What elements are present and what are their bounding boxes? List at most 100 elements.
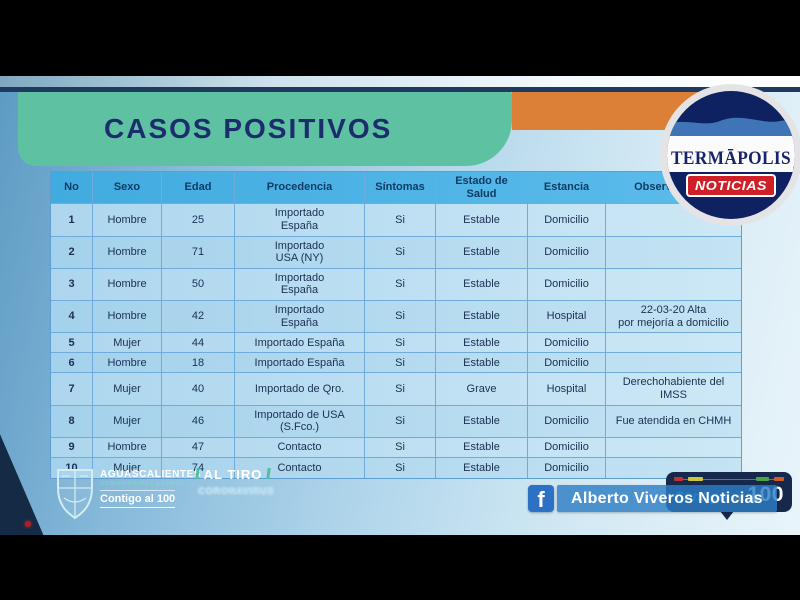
table-cell: Si bbox=[365, 301, 436, 334]
badge-tail bbox=[720, 511, 734, 527]
table-cell: Domicilio bbox=[528, 204, 606, 237]
table-cell: Hombre bbox=[93, 353, 162, 374]
table-cell: Importado de USA (S.Fco.) bbox=[235, 405, 365, 438]
program-topic: CORONAVIRUS bbox=[198, 486, 275, 497]
table-cell: Derechohabiente del IMSS bbox=[606, 373, 741, 406]
table-cell: 3 bbox=[51, 268, 93, 302]
government-subtitle: GOBIERNO DEL ESTADO bbox=[100, 481, 185, 487]
column-header: Síntomas bbox=[365, 172, 436, 205]
table-cell bbox=[606, 204, 741, 237]
table-cell: Si bbox=[365, 373, 436, 406]
table-cell: 47 bbox=[162, 437, 235, 458]
table-row: 4 Hombre 42 Importado España Si Estable Hospit… bbox=[51, 301, 741, 334]
lower-third-bar: Alberto Viveros Noticias bbox=[557, 485, 777, 512]
table-cell: Mujer bbox=[93, 373, 162, 406]
table-cell: 4 bbox=[51, 301, 93, 334]
table-cell: Estable bbox=[436, 268, 528, 302]
table-cell: Hombre bbox=[93, 437, 162, 458]
table-cell bbox=[606, 438, 741, 458]
table-cell: Importado España bbox=[235, 301, 365, 334]
table-row: 3 Hombre 50 Importado España Si Estable Domici… bbox=[51, 268, 741, 302]
government-logo-text: AGUASCALIENTES GOBIERNO DEL ESTADO Conti… bbox=[100, 469, 202, 508]
table-cell: Si bbox=[365, 268, 436, 302]
table-cell: 40 bbox=[162, 373, 235, 406]
government-name: AGUASCALIENTES bbox=[100, 469, 202, 480]
table-cell: 7 bbox=[51, 373, 93, 406]
table-cell: 8 bbox=[51, 405, 93, 438]
table-cell: Si bbox=[365, 236, 436, 269]
table-cell: Hombre bbox=[93, 301, 162, 334]
program-name: AL TIRO bbox=[203, 467, 263, 482]
table-body: 1 Hombre 25 Importado España Si Estable Domici… bbox=[51, 204, 741, 478]
column-header: Edad bbox=[162, 172, 235, 205]
table-cell bbox=[606, 353, 741, 374]
table-cell: Estable bbox=[436, 236, 528, 269]
table-cell: Importado de Qro. bbox=[235, 373, 365, 406]
table-cell: Si bbox=[365, 405, 436, 438]
table-cell: Si bbox=[365, 353, 436, 374]
table-cell: 9 bbox=[51, 437, 93, 458]
table-row: 8 Mujer 46 Importado de USA (S.Fco.) Si Estab… bbox=[51, 405, 741, 438]
column-header: No bbox=[51, 172, 93, 205]
table-cell: Hombre bbox=[93, 236, 162, 269]
table-cell: Mujer bbox=[93, 457, 162, 478]
table-cell: Importado España bbox=[235, 268, 365, 302]
column-header: Estado de Salud bbox=[436, 172, 528, 205]
table-cell: Si bbox=[365, 204, 436, 237]
slide-top-border bbox=[0, 87, 800, 92]
table-cell: 1 bbox=[51, 204, 93, 237]
table-cell: Hospital bbox=[528, 373, 606, 406]
cases-table: No Sexo Edad Procedencia Síntomas Estado de S… bbox=[50, 171, 742, 479]
table-row: 5 Mujer 44 Importado España Si Estable Domicil… bbox=[51, 333, 741, 354]
table-cell: 50 bbox=[162, 268, 235, 302]
table-cell: Domicilio bbox=[528, 405, 606, 438]
table-cell: Si bbox=[365, 437, 436, 458]
table-cell: Domicilio bbox=[528, 437, 606, 458]
record-dot bbox=[25, 521, 31, 527]
table-cell: Domicilio bbox=[528, 236, 606, 269]
table-cell: 46 bbox=[162, 405, 235, 438]
table-cell bbox=[606, 269, 741, 302]
noticias-text: NOTICIAS bbox=[695, 178, 767, 193]
table-cell: Hombre bbox=[93, 204, 162, 237]
table-cell: 18 bbox=[162, 353, 235, 374]
column-header: Procedencia bbox=[235, 172, 365, 205]
table-cell: 2 bbox=[51, 236, 93, 269]
table-cell: 5 bbox=[51, 333, 93, 354]
program-badge: AL TIRO CORONAVIRUS bbox=[198, 466, 275, 497]
table-cell: 71 bbox=[162, 236, 235, 269]
table-cell: Estable bbox=[436, 353, 528, 374]
table-cell: Si bbox=[365, 333, 436, 354]
table-cell: Importado USA (NY) bbox=[235, 236, 365, 269]
lower-third-label: Alberto Viveros Noticias bbox=[571, 489, 763, 507]
dash-yellow bbox=[688, 477, 703, 481]
badge-dashes bbox=[674, 477, 784, 481]
dash-red bbox=[674, 477, 683, 481]
dash-green bbox=[756, 477, 769, 481]
aguascalientes-shield-icon bbox=[52, 466, 98, 527]
facebook-icon: f bbox=[528, 485, 554, 512]
table-cell: Importado España bbox=[235, 353, 365, 374]
page-title: CASOS POSITIVOS bbox=[104, 113, 393, 144]
dash-orange bbox=[774, 477, 784, 481]
table-cell: Domicilio bbox=[528, 268, 606, 302]
table-cell: Si bbox=[365, 457, 436, 478]
table-row: 9 Hombre 47 Contacto Si Estable Domicilio bbox=[51, 437, 741, 458]
column-header: Estancia bbox=[528, 172, 606, 205]
table-cell: Contacto bbox=[235, 457, 365, 478]
window-edge-band bbox=[0, 76, 800, 87]
table-cell: Estable bbox=[436, 437, 528, 458]
table-cell: 6 bbox=[51, 353, 93, 374]
table-cell: Estable bbox=[436, 457, 528, 478]
table-cell: Fue atendida en CHMH bbox=[606, 406, 741, 438]
table-cell: Estable bbox=[436, 301, 528, 334]
table-cell bbox=[606, 333, 741, 354]
table-header-row: No Sexo Edad Procedencia Síntomas Estado de S… bbox=[51, 172, 741, 205]
table-cell bbox=[606, 237, 741, 269]
column-header: Sexo bbox=[93, 172, 162, 205]
table-row: 1 Hombre 25 Importado España Si Estable Domici… bbox=[51, 204, 741, 237]
table-cell: Estable bbox=[436, 204, 528, 237]
table-cell: 42 bbox=[162, 301, 235, 334]
table-cell: Estable bbox=[436, 333, 528, 354]
